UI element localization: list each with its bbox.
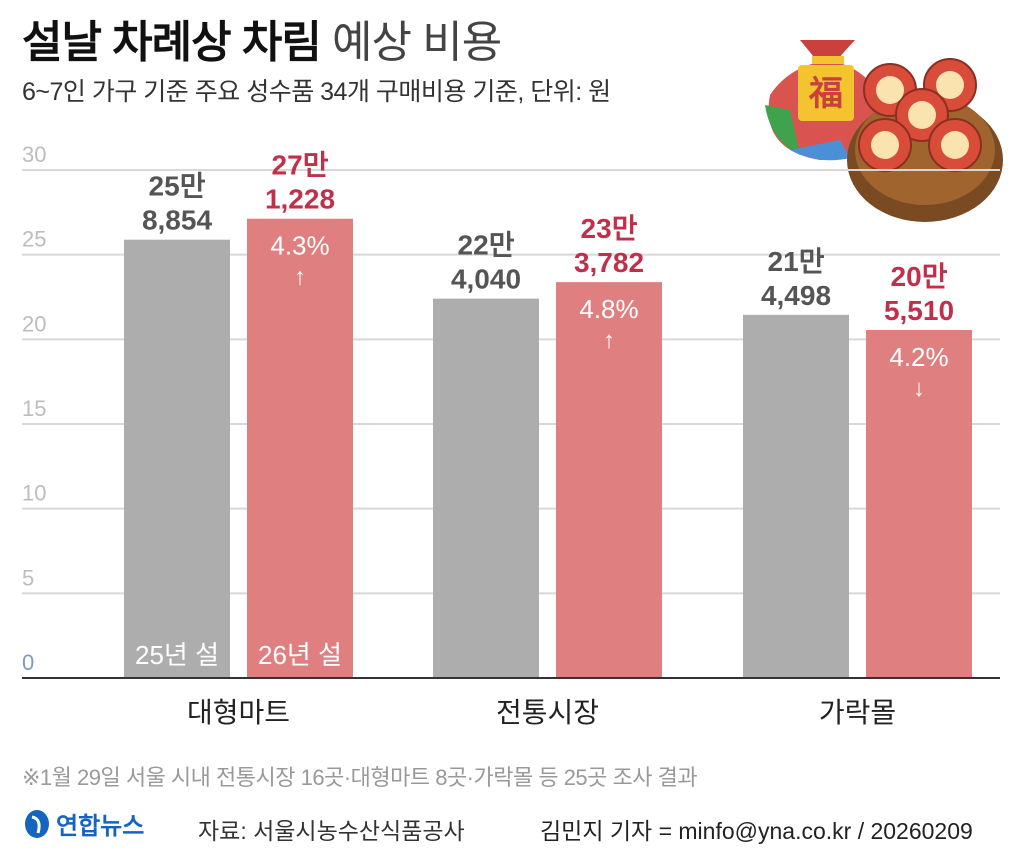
bar <box>433 298 539 678</box>
credit: 김민지 기자 = minfo@yna.co.kr / 20260209 <box>540 818 973 844</box>
bar <box>866 330 972 678</box>
bar <box>124 239 230 678</box>
title-light: 예상 비용 <box>332 18 502 67</box>
y-tick-label: 30 <box>22 142 46 167</box>
data-label: 8,854 <box>142 205 212 236</box>
yonhap-logo-icon <box>25 809 49 838</box>
change-percent: 4.2% <box>889 342 948 372</box>
category-label: 가락몰 <box>819 697 896 728</box>
logo-text: 연합뉴스 <box>56 813 145 840</box>
chart-subtitle: 6~7인 가구 기준 주요 성수품 34개 구매비용 기준, 단위: 원 <box>22 78 611 106</box>
bar <box>556 282 662 678</box>
data-label: 25만 <box>149 171 206 202</box>
y-tick-label: 0 <box>22 650 34 675</box>
svg-text:福: 福 <box>808 75 843 113</box>
arrow-up-icon: ↑ <box>603 327 615 354</box>
data-label: 23만 <box>581 213 638 244</box>
new-year-illustration-icon: 福 <box>765 40 1003 222</box>
source: 자료: 서울시농수산식품공사 <box>198 818 465 844</box>
change-percent: 4.8% <box>579 294 638 324</box>
arrow-down-icon: ↓ <box>913 375 925 402</box>
y-tick-label: 20 <box>22 311 46 336</box>
yonhap-logo: 연합뉴스 <box>22 806 144 841</box>
arrow-up-icon: ↑ <box>294 264 306 291</box>
bar <box>743 314 849 678</box>
change-percent: 4.3% <box>270 231 329 261</box>
y-tick-label: 15 <box>22 396 46 421</box>
category-label: 전통시장 <box>496 697 599 728</box>
data-label: 4,040 <box>451 264 521 295</box>
data-label: 1,228 <box>265 184 335 215</box>
series-label: 26년 설 <box>258 640 342 670</box>
data-label: 5,510 <box>884 295 954 326</box>
y-tick-label: 10 <box>22 481 46 506</box>
data-label: 22만 <box>458 230 515 261</box>
data-label: 21만 <box>768 246 825 277</box>
bar <box>247 218 353 678</box>
data-label: 27만 <box>272 150 329 181</box>
data-label: 4,498 <box>761 280 831 311</box>
survey-note: ※1월 29일 서울 시내 전통시장 16곳·대형마트 8곳·가락몰 등 25곳… <box>22 765 698 790</box>
y-tick-label: 5 <box>22 565 34 590</box>
data-label: 20만 <box>891 261 948 292</box>
chart-title: 설날 차례상 차림 예상 비용 <box>22 6 502 70</box>
data-label: 3,782 <box>574 247 644 278</box>
series-label: 25년 설 <box>135 640 219 670</box>
title-bold: 설날 차례상 차림 <box>22 18 322 67</box>
category-label: 대형마트 <box>187 697 290 728</box>
y-tick-label: 25 <box>22 227 46 252</box>
